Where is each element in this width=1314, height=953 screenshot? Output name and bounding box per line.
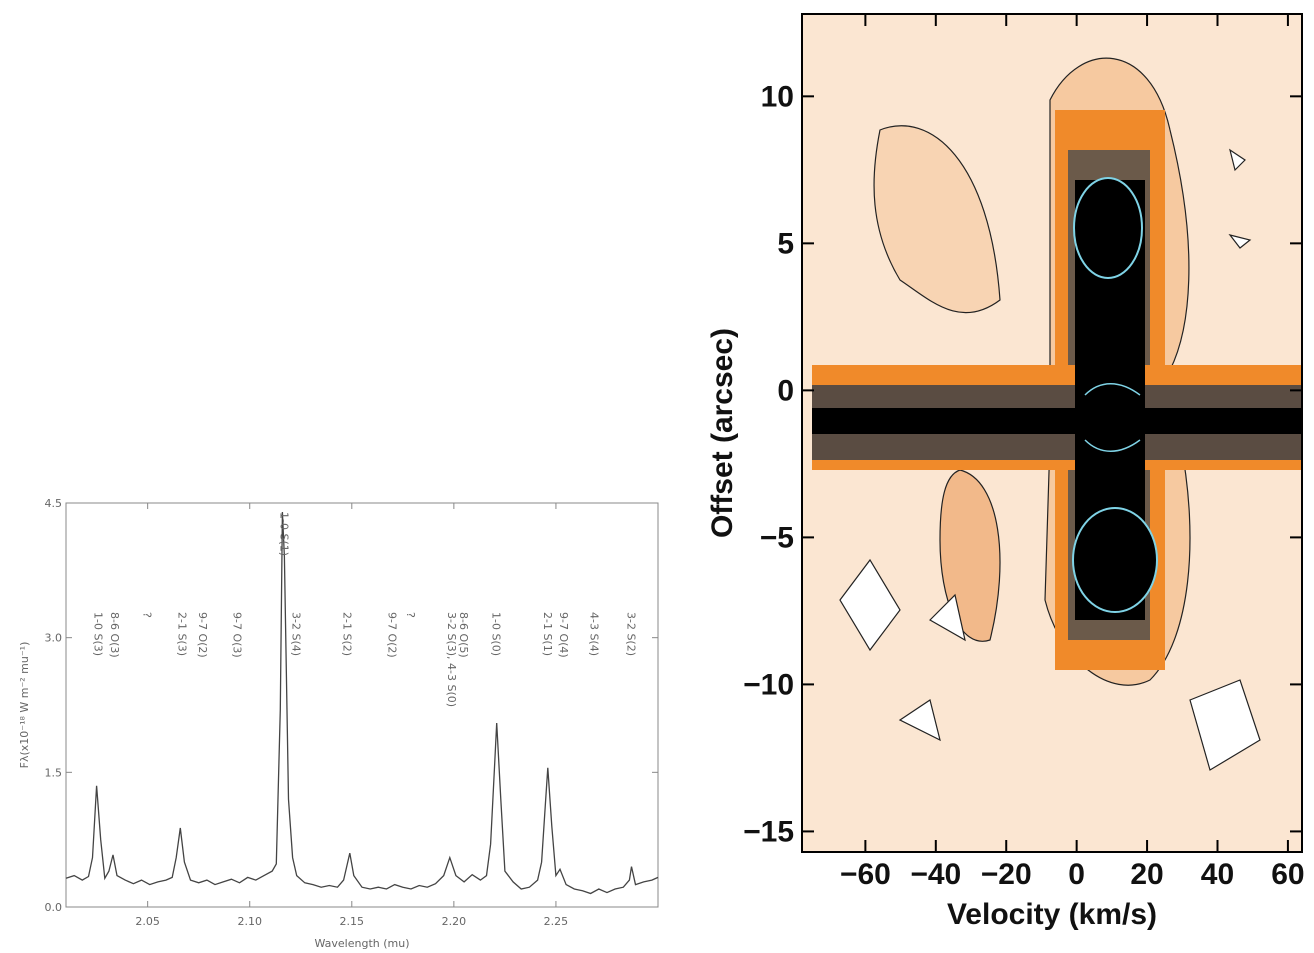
line-annotation: 4-3 S(4) (588, 612, 601, 656)
line-annotation: 3-2 S(4) (290, 612, 303, 656)
line-annotation: 1-0 S(3) (92, 612, 105, 656)
y-tick-label: −15 (743, 815, 794, 848)
line-annotation: 8-6 O(5) (457, 612, 470, 658)
x-axis-label: Wavelength (mu) (314, 937, 409, 950)
x-tick-label: 2.20 (442, 915, 467, 928)
y-tick-label: 4.5 (45, 497, 63, 510)
contour-map (802, 14, 1302, 852)
x-axis-label: Velocity (km/s) (947, 898, 1157, 931)
x-tick-label: 2.25 (544, 915, 569, 928)
line-annotation: 2-1 S(2) (341, 612, 354, 656)
y-tick-label: 3.0 (45, 632, 63, 645)
line-annotation: 9-7 O(2) (386, 612, 399, 658)
x-tick-label: 0 (1068, 858, 1085, 891)
x-tick-label: −40 (910, 858, 961, 891)
line-annotation: ? (404, 612, 417, 618)
y-tick-label: 5 (777, 227, 794, 260)
line-annotation: 8-6 O(3) (108, 612, 121, 658)
line-annotation: 1-0 S(0) (490, 612, 503, 656)
y-tick-label: 0.0 (45, 901, 63, 914)
x-tick-label: 2.15 (340, 915, 365, 928)
y-tick-label: 10 (761, 80, 794, 113)
x-tick-label: 2.10 (237, 915, 262, 928)
y-axis-label: Fλ(x10⁻¹⁸ W m⁻² mu⁻¹) (18, 642, 31, 769)
x-tick-label: −20 (981, 858, 1032, 891)
y-tick-label: 1.5 (45, 766, 63, 779)
line-annotation: 9-7 O(2) (196, 612, 209, 658)
line-annotation: 9-7 O(3) (230, 612, 243, 658)
spectrum-line (65, 511, 659, 895)
line-annotation: 2-1 S(3) (175, 612, 188, 656)
line-annotation: 3-2 S(3), 4-3 S(0) (445, 612, 458, 707)
y-tick-label: −10 (743, 668, 794, 701)
line-annotation: 1-0 S(1) (277, 512, 290, 556)
x-tick-label: 20 (1130, 858, 1163, 891)
plot-frame (801, 13, 1303, 853)
line-annotation: ? (141, 612, 154, 618)
y-axis-label: Offset (arcsec) (706, 328, 739, 538)
line-annotation: 2-1 S(1) (541, 612, 554, 656)
x-tick-label: −60 (840, 858, 891, 891)
y-tick-label: 0 (777, 374, 794, 407)
plot-frame (65, 502, 659, 908)
y-tick-label: −5 (760, 521, 794, 554)
x-tick-label: 60 (1271, 858, 1304, 891)
line-annotation: 9-7 O(4) (557, 612, 570, 658)
line-annotation: 3-2 S(2) (624, 612, 637, 656)
x-tick-label: 2.05 (135, 915, 160, 928)
x-tick-label: 40 (1201, 858, 1234, 891)
